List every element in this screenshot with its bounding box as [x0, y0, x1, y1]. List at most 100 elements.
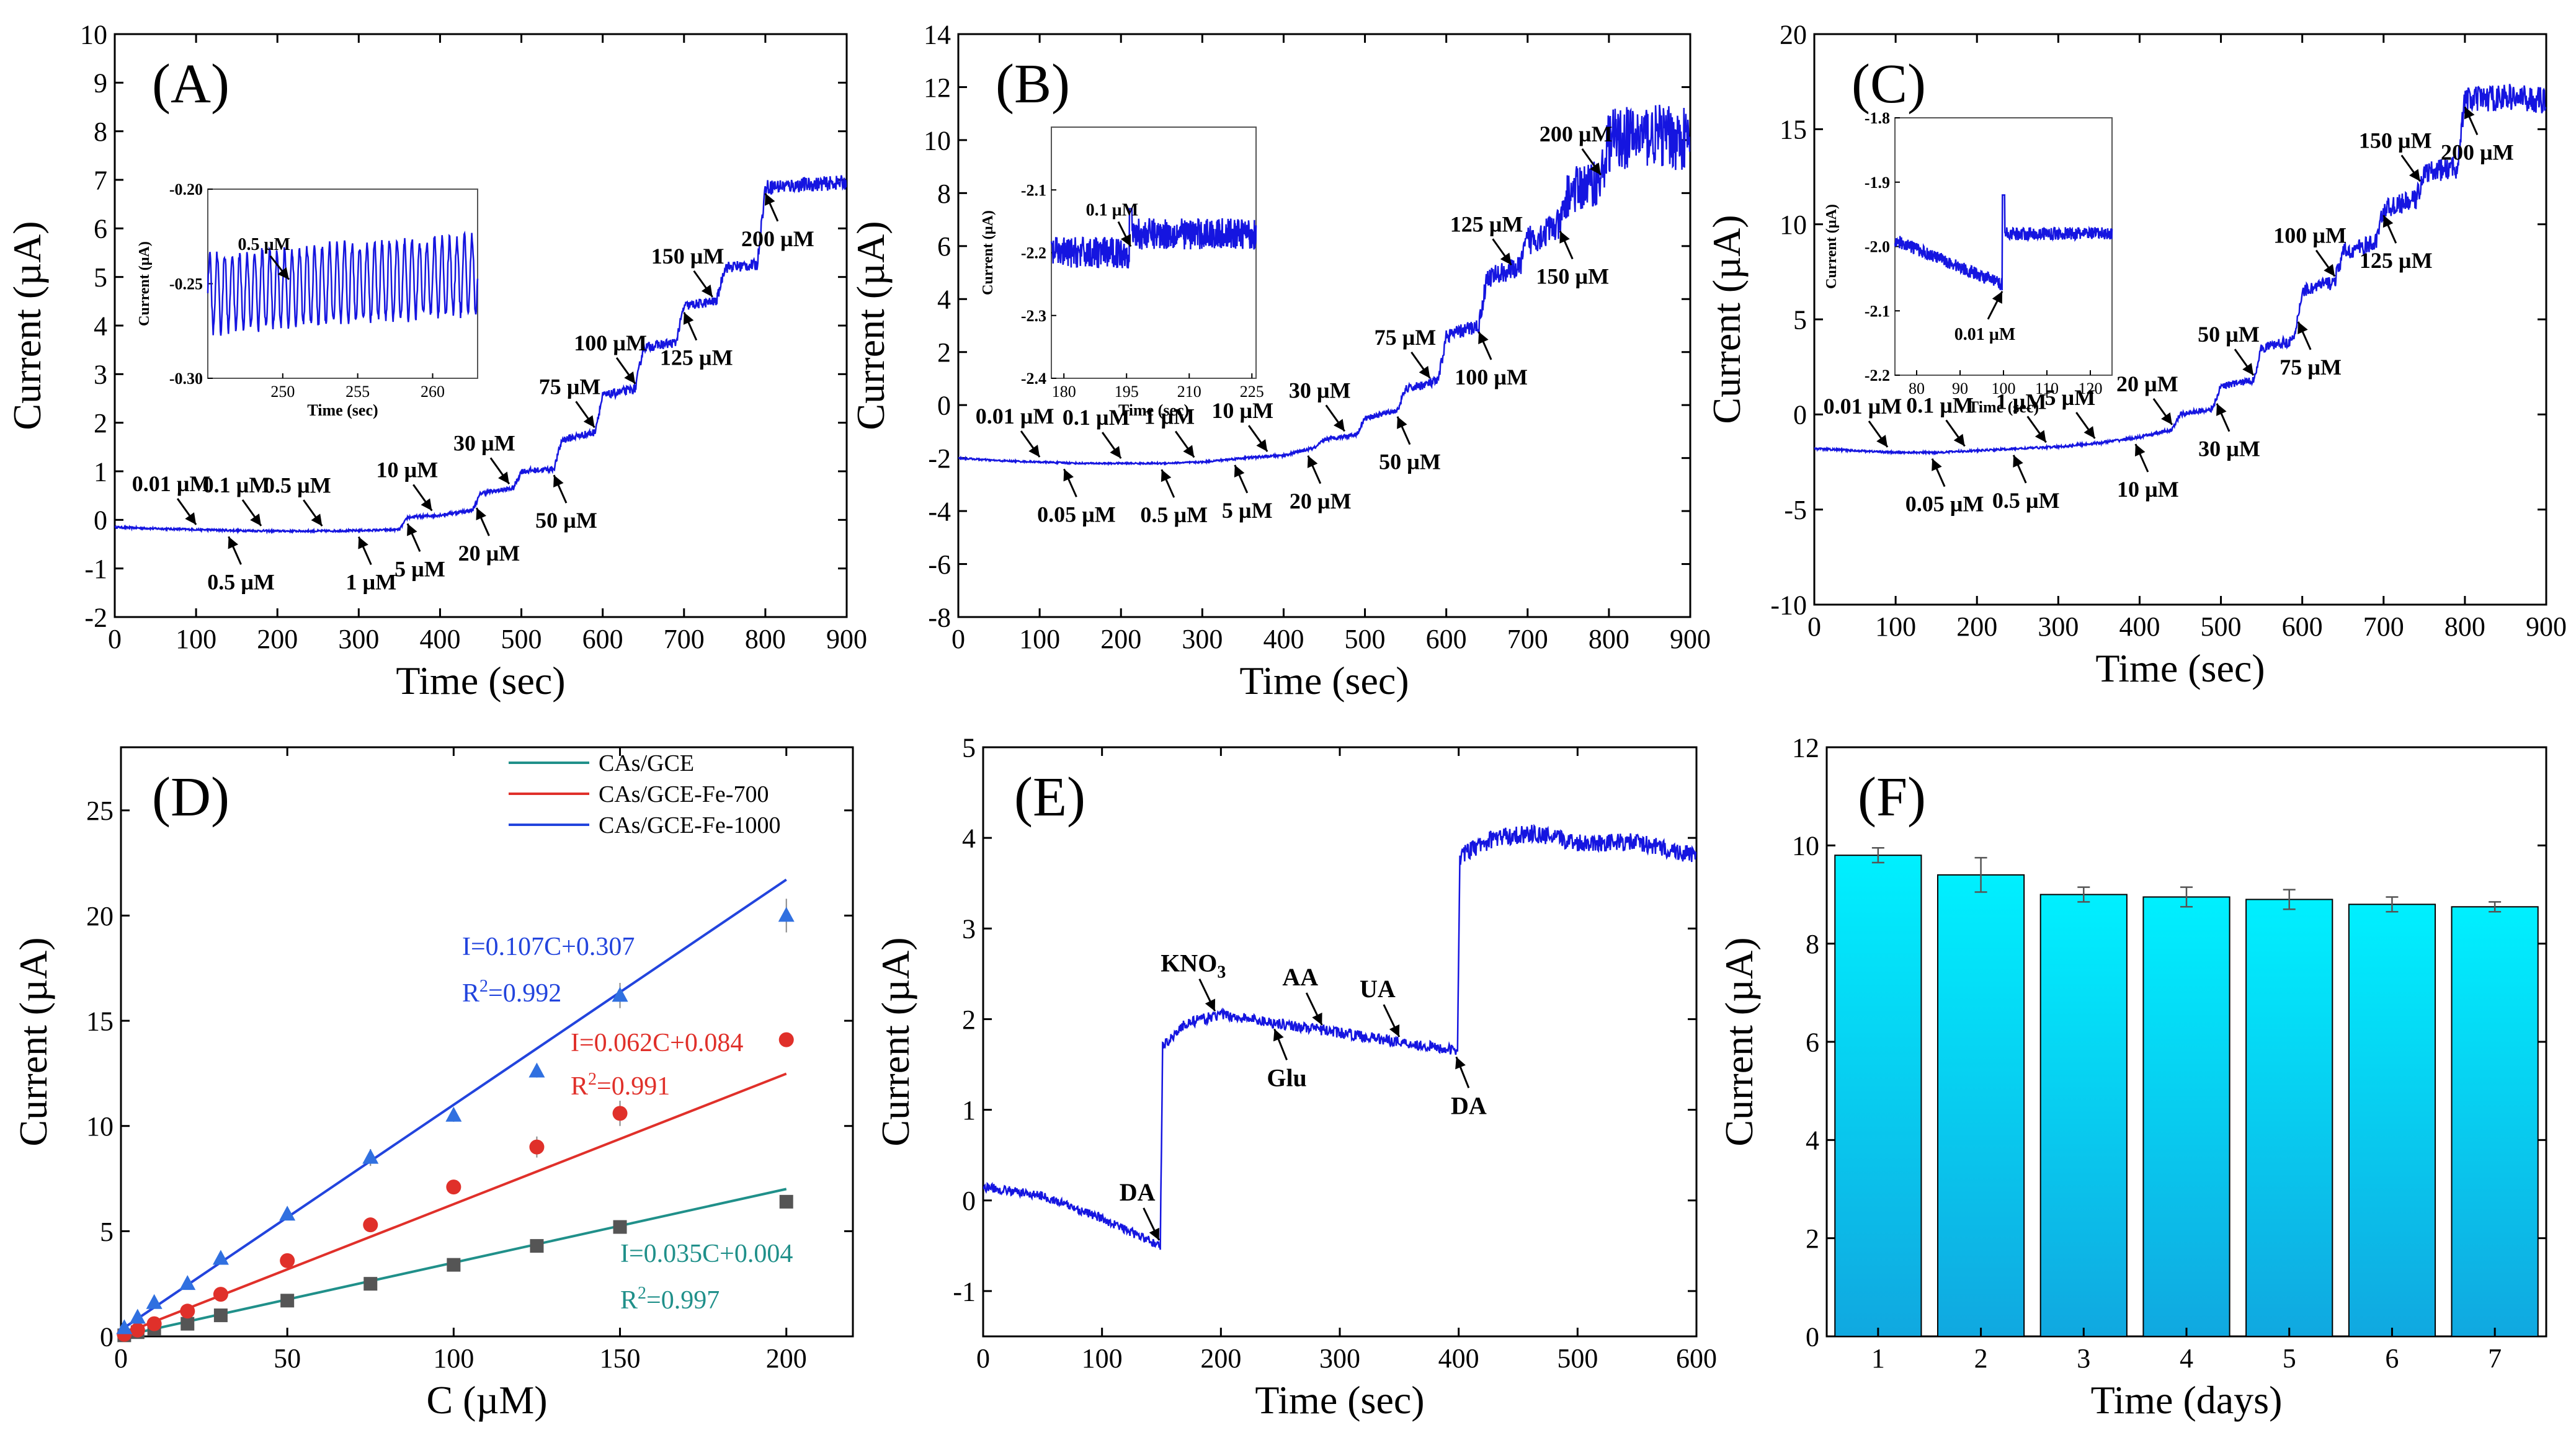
panel-b-y-tick-label: -4 — [928, 496, 951, 526]
panel-a-y-tick-label: 0 — [94, 505, 107, 536]
panel-b-annotation-up: 200 µM — [1540, 122, 1613, 146]
panel-b-inset-y-tick-label: -2.4 — [1021, 370, 1046, 388]
panel-a-x-tick-label: 200 — [257, 624, 298, 654]
panel-a-annotation-up: 0.5 µM — [264, 473, 331, 497]
panel-d-point — [363, 1217, 378, 1233]
panel-a-inset-annot-arrow-head — [277, 267, 289, 280]
panel-a-annotation-up: 150 µM — [651, 244, 724, 269]
panel-b-annotation-down: 150 µM — [1536, 264, 1609, 289]
panel-b-annot-down-arrow-head — [1307, 455, 1318, 468]
panel-a-annotation-up: 30 µM — [453, 430, 515, 455]
panel-a-annotation-up: 0.1 µM — [203, 473, 270, 497]
panel-c-y-tick-label: 0 — [1793, 400, 1807, 430]
panel-c-annotation-up: 20 µM — [2116, 371, 2178, 396]
panel-c-annotation-down: 125 µM — [2360, 248, 2433, 273]
panel-c-annotation-down: 10 µM — [2117, 477, 2179, 502]
panel-b-y-tick-label: -8 — [928, 602, 951, 633]
panel-b-annotation-down: 5 µM — [1222, 498, 1273, 523]
panel-b-series — [958, 104, 1690, 466]
panel-a-annotation-down: 125 µM — [660, 345, 733, 370]
panel-c-x-tick-label: 0 — [1807, 611, 1821, 642]
panel-e-annot-arrow-head — [1389, 1024, 1400, 1037]
panel-b-annot-down-arrow-head — [1063, 469, 1074, 482]
panel-a-annotation-down: 0.5 µM — [207, 569, 275, 594]
panel-e-annot-arrow-head — [1273, 1029, 1284, 1042]
panel-b-annotation-up: 0.01 µM — [976, 404, 1054, 429]
panel-d-y-tick-label: 25 — [86, 796, 114, 826]
panel-e-x-tick-label: 500 — [1557, 1343, 1598, 1374]
panel-e: 0 100 200 300 400 500 600 -1 0 1 2 3 4 5 Time (sec) Cur… — [873, 732, 1717, 1422]
panel-d-fit-r2: R2=0.992 — [462, 977, 561, 1008]
panel-a-annot-down-arrow-head — [407, 523, 417, 536]
panel-b-y-tick-label: 6 — [937, 231, 951, 262]
panel-b-inset-y-tick-label: -2.1 — [1021, 181, 1046, 199]
panel-c: 0 100 200 300 400 500 600 700 800 900 -10 -5 0 5 10 15 2… — [1705, 19, 2567, 690]
panel-e-y-tick-label: 0 — [962, 1186, 976, 1216]
panel-e-x-tick-label: 400 — [1438, 1343, 1479, 1374]
panel-a-annot-up-arrow-head — [250, 513, 261, 526]
panel-e-annotation: UA — [1360, 975, 1396, 1003]
panel-f-bar — [2245, 899, 2333, 1337]
panel-c-annotation-up: 0.01 µM — [1824, 394, 1902, 419]
panel-b-annotation-up: 1 µM — [1144, 404, 1195, 429]
panel-c-inset-y-title: Current (µA) — [1824, 204, 1840, 289]
panel-d-point — [179, 1275, 196, 1290]
panel-f-x-tick-label: 6 — [2385, 1343, 2399, 1374]
panel-c-annotation-down: 0.05 µM — [1905, 492, 1984, 517]
panel-c-x-tick-label: 500 — [2201, 611, 2242, 642]
panel-c-annotation-down: 30 µM — [2198, 437, 2260, 461]
panel-a-annot-down-arrow-head — [228, 536, 239, 549]
panel-c-x-axis-title: Time (sec) — [2095, 646, 2265, 690]
panel-c-y-tick-label: -5 — [1784, 495, 1807, 525]
panel-f-bar — [2039, 894, 2128, 1337]
panel-a-annot-down-arrow-head — [476, 507, 486, 521]
panel-c-annot-up-arrow-head — [2161, 412, 2172, 425]
panel-a-inset-y-tick-label: -0.25 — [169, 275, 203, 293]
panel-b-y-tick-label: 0 — [937, 391, 951, 421]
panel-d-legend-label: CAs/GCE-Fe-700 — [599, 781, 769, 807]
panel-d-y-tick-label: 5 — [100, 1217, 114, 1247]
panel-b-x-tick-label: 900 — [1670, 624, 1711, 654]
panel-c-annot-down-arrow-head — [2134, 444, 2146, 457]
panel-a-series-line — [115, 175, 847, 535]
panel-a-annot-up-arrow-head — [185, 512, 197, 525]
panel-f-x-tick-label: 2 — [1974, 1343, 1988, 1374]
panel-a-x-tick-label: 300 — [338, 624, 379, 654]
panel-f-y-tick-label: 2 — [1806, 1224, 1819, 1254]
panel-a: 0 100 200 300 400 500 600 700 800 900 -2 -1 0 1 2 3 4 5 6 7… — [5, 19, 867, 703]
panel-b-annotation-up: 10 µM — [1211, 398, 1273, 423]
panel-d-x-axis-title: C (µM) — [426, 1378, 547, 1422]
panel-b-x-tick-label: 700 — [1507, 624, 1548, 654]
panel-a-annot-down-arrow-head — [553, 475, 564, 488]
panel-e-x-tick-label: 200 — [1200, 1343, 1241, 1374]
panel-c-annotation-up: 100 µM — [2273, 223, 2346, 248]
panel-a-annot-down-arrow-head — [683, 312, 694, 325]
panel-a-y-tick-label: 10 — [80, 19, 107, 50]
panel-f-x-axis-title: Time (days) — [2091, 1378, 2283, 1422]
panel-a-y-tick-label: 4 — [94, 311, 107, 341]
panel-d-point — [612, 987, 628, 1002]
panel-a-y-tick-label: 7 — [94, 165, 107, 195]
panel-b-annotation-down: 0.5 µM — [1140, 502, 1208, 527]
panel-b: 0 100 200 300 400 500 600 700 800 900 -8 -6 -4 -2 0 2 4 6… — [849, 19, 1711, 703]
panel-c-annot-up-arrow-head — [2324, 264, 2335, 277]
panel-d-fit-equation: I=0.035C+0.004 — [620, 1240, 793, 1268]
panel-c-x-tick-label: 700 — [2363, 611, 2404, 642]
panel-f-y-tick-label: 6 — [1806, 1027, 1819, 1057]
panel-b-y-tick-label: -2 — [928, 443, 951, 474]
panel-a-inset: 250 255 260 -0.30 -0.25 -0.20 Time (sec) Curren… — [136, 180, 479, 419]
panel-a-annotation-down: 5 µM — [394, 556, 445, 581]
panel-a-y-tick-label: 2 — [94, 408, 107, 438]
panel-d-point — [280, 1294, 295, 1308]
panel-b-inset-y-tick-label: -2.2 — [1021, 244, 1046, 262]
panel-e-y-tick-label: 2 — [962, 1005, 976, 1035]
panel-a-y-tick-label: 3 — [94, 360, 107, 390]
panel-c-panel-label: (C) — [1852, 53, 1926, 115]
panel-a-x-tick-label: 500 — [501, 624, 542, 654]
panel-d-point — [778, 1032, 794, 1047]
panel-e-annot-arrow-head — [1455, 1057, 1466, 1070]
panel-b-annot-up-arrow-head — [1419, 366, 1430, 378]
panel-e-y-tick-label: -1 — [953, 1276, 976, 1307]
